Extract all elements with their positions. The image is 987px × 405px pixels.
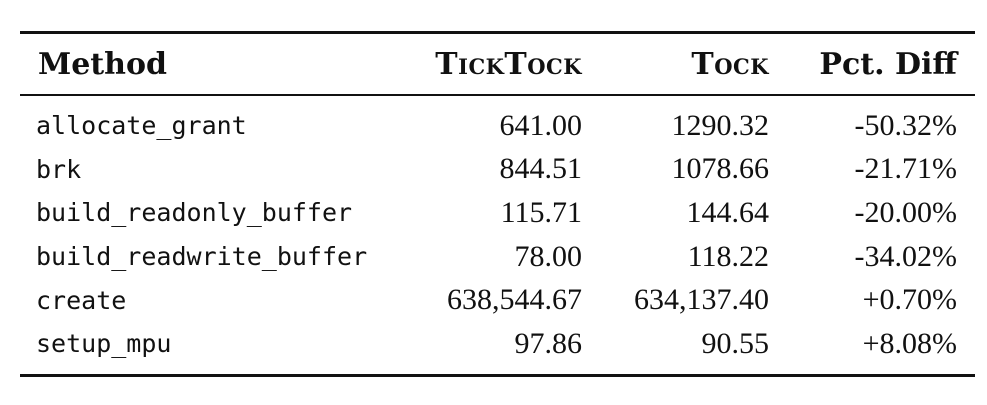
method-cell: brk xyxy=(36,154,82,184)
header-pct-diff: Pct. Diff xyxy=(819,46,957,82)
results-table-container: Method TickTock Tock Pct. Diff allocate_… xyxy=(20,31,975,377)
table-row: create 638,544.67 634,137.40 +0.70% xyxy=(20,278,975,322)
results-table: Method TickTock Tock Pct. Diff allocate_… xyxy=(20,31,975,377)
tock-cell: 118.22 xyxy=(687,239,769,273)
table-row: setup_mpu 97.86 90.55 +8.08% xyxy=(20,322,975,376)
method-cell: create xyxy=(36,285,127,315)
header-tock: Tock xyxy=(691,46,769,82)
table-header: Method TickTock Tock Pct. Diff xyxy=(20,32,975,95)
method-cell: build_readwrite_buffer xyxy=(36,242,368,272)
header-row: Method TickTock Tock Pct. Diff xyxy=(20,32,975,95)
pct-diff-cell: +8.08% xyxy=(862,326,957,360)
ticktock-cell: 638,544.67 xyxy=(447,283,582,317)
ticktock-cell: 78.00 xyxy=(514,239,583,273)
method-cell: allocate_grant xyxy=(36,111,247,141)
method-cell: build_readonly_buffer xyxy=(36,198,353,228)
pct-diff-cell: -20.00% xyxy=(854,195,957,229)
tock-cell: 1290.32 xyxy=(671,108,770,142)
pct-diff-cell: -21.71% xyxy=(854,152,957,186)
header-ticktock: TickTock xyxy=(435,46,582,82)
pct-diff-cell: -34.02% xyxy=(854,239,957,273)
tock-cell: 634,137.40 xyxy=(634,283,769,317)
ticktock-cell: 97.86 xyxy=(514,326,583,360)
ticktock-cell: 844.51 xyxy=(499,152,583,186)
tock-cell: 1078.66 xyxy=(671,152,770,186)
table-body: allocate_grant 641.00 1290.32 -50.32% br… xyxy=(20,95,975,376)
ticktock-cell: 115.71 xyxy=(500,195,582,229)
pct-diff-cell: +0.70% xyxy=(862,283,957,317)
header-method: Method xyxy=(38,46,167,82)
ticktock-cell: 641.00 xyxy=(499,108,583,142)
table-row: allocate_grant 641.00 1290.32 -50.32% xyxy=(20,95,975,148)
table-row: build_readwrite_buffer 78.00 118.22 -34.… xyxy=(20,235,975,279)
tock-cell: 144.64 xyxy=(686,195,770,229)
table-row: brk 844.51 1078.66 -21.71% xyxy=(20,148,975,192)
tock-cell: 90.55 xyxy=(701,326,770,360)
pct-diff-cell: -50.32% xyxy=(854,108,957,142)
table-row: build_readonly_buffer 115.71 144.64 -20.… xyxy=(20,191,975,235)
method-cell: setup_mpu xyxy=(36,329,172,359)
